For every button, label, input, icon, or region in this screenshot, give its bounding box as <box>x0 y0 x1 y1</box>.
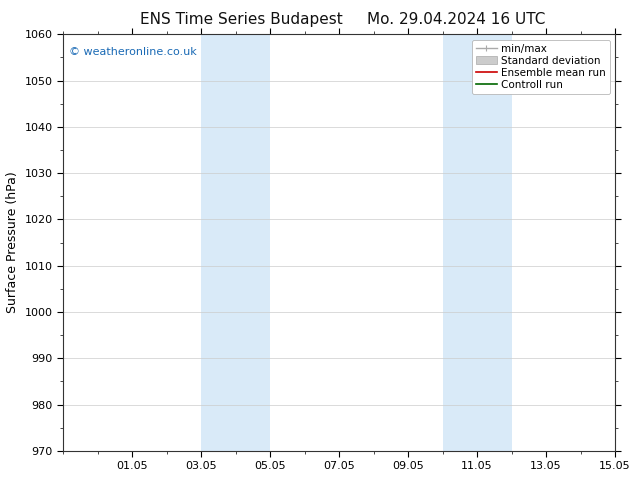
Text: ENS Time Series Budapest: ENS Time Series Budapest <box>139 12 342 27</box>
Bar <box>202 34 270 451</box>
Legend: min/max, Standard deviation, Ensemble mean run, Controll run: min/max, Standard deviation, Ensemble me… <box>472 40 610 94</box>
Bar <box>443 34 512 451</box>
Text: Mo. 29.04.2024 16 UTC: Mo. 29.04.2024 16 UTC <box>367 12 546 27</box>
Y-axis label: Surface Pressure (hPa): Surface Pressure (hPa) <box>6 172 19 314</box>
Text: © weatheronline.co.uk: © weatheronline.co.uk <box>69 47 197 57</box>
